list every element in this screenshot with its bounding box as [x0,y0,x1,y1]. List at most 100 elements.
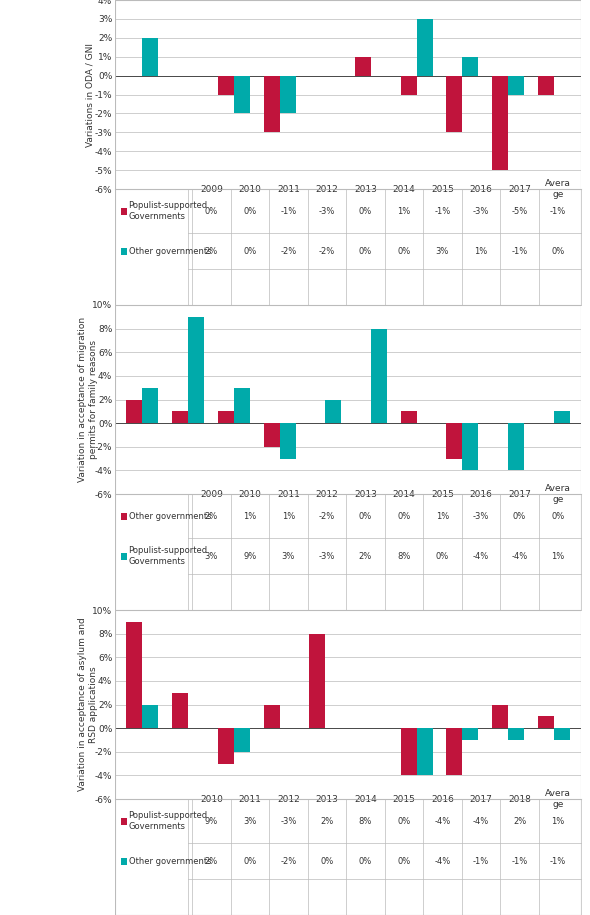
Text: 0%: 0% [320,856,333,866]
Bar [309,633,325,728]
Bar [121,248,127,254]
Text: 2%: 2% [320,816,333,825]
Bar [554,728,570,740]
Bar [447,423,463,458]
Text: 1%: 1% [474,247,487,255]
Text: 0%: 0% [513,511,526,521]
Bar [142,388,159,423]
Text: 1%: 1% [282,511,295,521]
Text: Avera
ge: Avera ge [545,179,571,199]
Text: Other governments: Other governments [129,511,211,521]
Text: -1%: -1% [512,856,527,866]
Text: -1%: -1% [512,247,527,255]
Text: 2015: 2015 [431,490,454,499]
Text: 0%: 0% [397,856,411,866]
Text: -3%: -3% [319,552,335,561]
Text: -4%: -4% [512,552,527,561]
Text: 2017: 2017 [508,185,531,194]
Text: 2010: 2010 [238,490,261,499]
Bar [121,857,127,865]
Text: -4%: -4% [473,816,489,825]
Text: 2013: 2013 [316,794,338,803]
Text: 2016: 2016 [431,794,454,803]
Text: -2%: -2% [319,511,335,521]
Text: 2017: 2017 [470,794,493,803]
Text: 1%: 1% [552,816,565,825]
Bar [537,76,554,94]
Text: 2010: 2010 [200,794,223,803]
Bar [218,76,234,94]
Text: 3%: 3% [281,552,295,561]
Text: Other governments: Other governments [129,856,211,866]
Text: 1%: 1% [243,511,257,521]
Text: 0%: 0% [397,816,411,825]
Bar [401,76,417,94]
Text: 0%: 0% [243,856,257,866]
Y-axis label: Variation in acceptance of asylum and
RSD applications: Variation in acceptance of asylum and RS… [78,618,98,791]
Text: 0%: 0% [243,247,257,255]
Bar [264,423,280,447]
Text: 2%: 2% [205,856,218,866]
Bar [218,412,234,423]
Text: 2%: 2% [513,816,526,825]
Text: -3%: -3% [473,207,489,216]
Text: 2017: 2017 [508,490,531,499]
Text: -3%: -3% [319,207,335,216]
Bar [121,818,127,824]
Text: 2015: 2015 [392,794,415,803]
Text: 2014: 2014 [392,490,415,499]
Text: -2%: -2% [319,247,335,255]
Bar [417,19,432,76]
Text: 2013: 2013 [354,490,377,499]
Text: 2016: 2016 [470,490,493,499]
Text: Populist-supported
Governments: Populist-supported Governments [129,546,208,565]
Text: 2014: 2014 [392,185,415,194]
Y-axis label: Variation in acceptance of migration
permits for family reasons: Variation in acceptance of migration per… [78,317,98,482]
Text: 3%: 3% [243,816,257,825]
Bar [463,423,478,470]
Text: -5%: -5% [512,207,527,216]
Text: -2%: -2% [280,856,297,866]
Text: 0%: 0% [552,511,565,521]
Text: 9%: 9% [205,816,218,825]
Bar [264,705,280,728]
Bar [463,728,478,740]
Bar [121,512,127,520]
Bar [234,76,250,113]
Text: -4%: -4% [434,816,451,825]
Text: Populist-supported
Governments: Populist-supported Governments [129,201,208,221]
Bar [554,412,570,423]
Text: 2016: 2016 [470,185,493,194]
Text: 2012: 2012 [316,185,338,194]
Bar [355,57,371,76]
Text: 2012: 2012 [316,490,338,499]
Text: 2013: 2013 [354,185,377,194]
Text: Populist-supported
Governments: Populist-supported Governments [129,812,208,831]
Text: 2011: 2011 [238,794,261,803]
Bar [172,693,188,728]
Y-axis label: Variations in ODA / GNI: Variations in ODA / GNI [86,43,95,146]
Text: 0%: 0% [397,511,411,521]
Text: -3%: -3% [473,511,489,521]
Text: -1%: -1% [434,207,451,216]
Bar [188,317,204,423]
Bar [172,412,188,423]
Text: 2011: 2011 [277,490,300,499]
Bar [371,328,387,423]
Bar [218,728,234,764]
Text: 0%: 0% [552,247,565,255]
Bar [280,423,296,458]
Text: 0%: 0% [359,207,372,216]
Text: 2010: 2010 [238,185,261,194]
Bar [126,400,142,423]
Bar [508,423,524,470]
Text: 2%: 2% [205,247,218,255]
Bar [126,622,142,728]
Text: -4%: -4% [434,856,451,866]
Text: Other governments: Other governments [129,247,211,255]
Bar [447,728,463,776]
Text: 8%: 8% [397,552,411,561]
Text: 0%: 0% [205,207,218,216]
Text: 3%: 3% [205,552,218,561]
Bar [264,76,280,133]
